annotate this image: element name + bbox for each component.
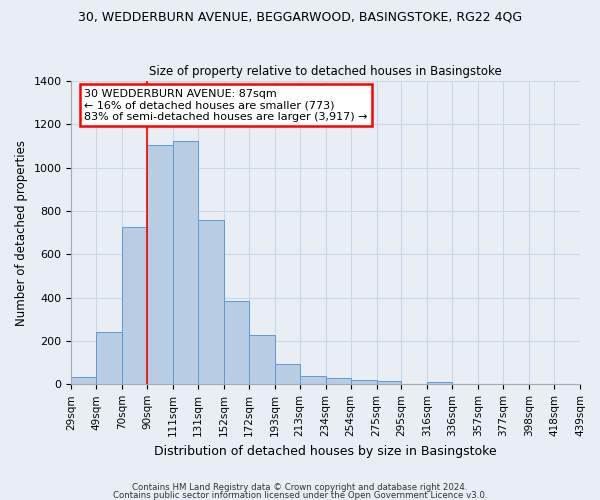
Bar	[96, 332, 122, 384]
Bar	[147, 145, 173, 384]
Bar	[377, 381, 401, 384]
X-axis label: Distribution of detached houses by size in Basingstoke: Distribution of detached houses by size …	[154, 444, 497, 458]
Bar	[350, 380, 377, 384]
Bar	[299, 376, 326, 384]
Bar	[71, 376, 96, 384]
Text: 30 WEDDERBURN AVENUE: 87sqm
← 16% of detached houses are smaller (773)
83% of se: 30 WEDDERBURN AVENUE: 87sqm ← 16% of det…	[84, 88, 368, 122]
Text: Contains HM Land Registry data © Crown copyright and database right 2024.: Contains HM Land Registry data © Crown c…	[132, 484, 468, 492]
Text: 30, WEDDERBURN AVENUE, BEGGARWOOD, BASINGSTOKE, RG22 4QG: 30, WEDDERBURN AVENUE, BEGGARWOOD, BASIN…	[78, 10, 522, 23]
Bar	[198, 220, 224, 384]
Bar	[275, 364, 299, 384]
Text: Contains public sector information licensed under the Open Government Licence v3: Contains public sector information licen…	[113, 491, 487, 500]
Bar	[249, 335, 275, 384]
Bar	[224, 301, 249, 384]
Title: Size of property relative to detached houses in Basingstoke: Size of property relative to detached ho…	[149, 66, 502, 78]
Y-axis label: Number of detached properties: Number of detached properties	[15, 140, 28, 326]
Bar	[326, 378, 350, 384]
Bar	[122, 228, 147, 384]
Bar	[173, 140, 198, 384]
Bar	[427, 382, 452, 384]
